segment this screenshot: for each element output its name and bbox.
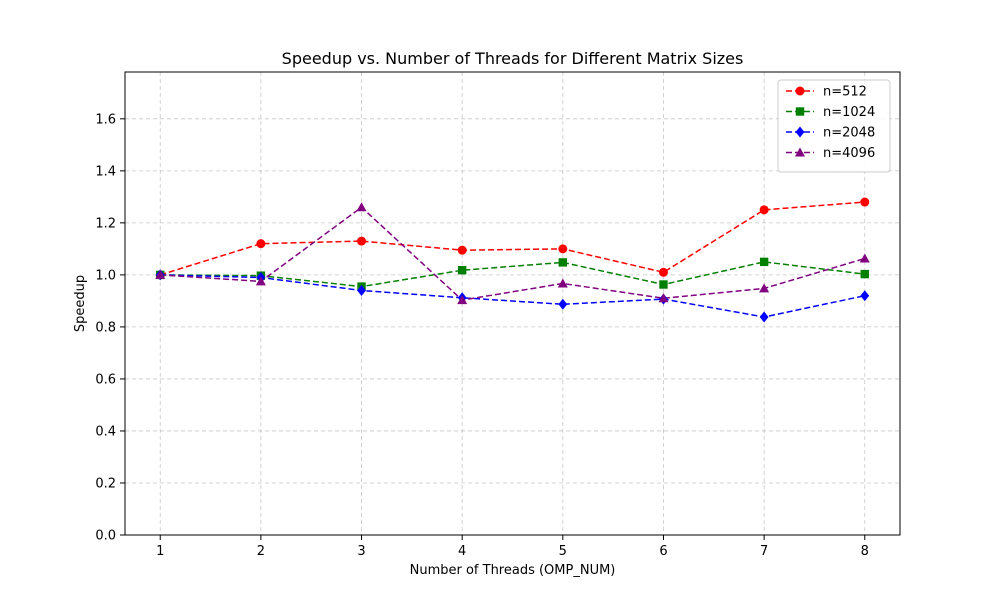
x-tick-label: 7 bbox=[760, 544, 768, 559]
legend: n=512 n=1024 n=2048 n=4096 bbox=[777, 79, 891, 173]
data-point-n-4096 bbox=[557, 278, 568, 288]
y-tick-label: 1.6 bbox=[95, 112, 116, 127]
x-axis-label: Number of Threads (OMP_NUM) bbox=[410, 563, 616, 578]
data-point-n-2048 bbox=[860, 290, 870, 302]
chart-title: Speedup vs. Number of Threads for Differ… bbox=[282, 49, 744, 68]
series-line-n-2048 bbox=[160, 274, 865, 318]
x-tick-label: 4 bbox=[458, 544, 466, 559]
legend-entry-n-1024: n=1024 bbox=[786, 105, 875, 120]
series-line-n-1024 bbox=[160, 261, 865, 288]
legend-label-n-2048: n=2048 bbox=[823, 126, 875, 141]
y-tick-label: 0.6 bbox=[95, 372, 116, 387]
data-point-n-4096 bbox=[356, 202, 367, 212]
data-point-n-512 bbox=[457, 245, 467, 255]
x-tick-label: 5 bbox=[559, 544, 567, 559]
series-lines bbox=[160, 201, 865, 318]
y-tick-label: 0.8 bbox=[95, 320, 116, 335]
data-point-n-2048 bbox=[357, 284, 366, 296]
x-tick-label: 8 bbox=[861, 544, 869, 559]
data-point-n-4096 bbox=[759, 283, 770, 293]
data-point-n-4096 bbox=[859, 253, 870, 263]
y-axis-label: Speedup bbox=[73, 275, 88, 332]
x-tick-label: 1 bbox=[156, 544, 164, 559]
axis-ticks: 1 2 3 4 5 6 7 8 0.0 0.2 0.4 0.6 0.8 1.0 1.2 1.4 1.6 bbox=[95, 112, 869, 559]
legend-marker-n-512 bbox=[795, 86, 805, 96]
y-tick-label: 0.0 bbox=[95, 529, 116, 544]
legend-label-n-4096: n=4096 bbox=[823, 146, 875, 161]
data-point-n-1024 bbox=[457, 266, 467, 275]
legend-label-n-512: n=512 bbox=[823, 85, 867, 100]
data-point-n-512 bbox=[658, 267, 668, 277]
series-line-n-512 bbox=[160, 201, 865, 276]
series-line-n-4096 bbox=[160, 206, 865, 301]
data-point-n-1024 bbox=[659, 280, 668, 289]
x-tick-label: 3 bbox=[357, 544, 365, 559]
y-tick-label: 1.2 bbox=[95, 216, 116, 231]
data-point-n-512 bbox=[558, 244, 568, 254]
legend-marker-n-2048 bbox=[795, 126, 805, 138]
data-point-n-2048 bbox=[558, 298, 568, 310]
data-point-n-4096 bbox=[255, 276, 266, 286]
data-point-n-512 bbox=[860, 197, 870, 207]
y-tick-label: 1.0 bbox=[95, 268, 116, 283]
series-markers-n-4096 bbox=[155, 202, 870, 305]
data-point-n-4096 bbox=[658, 293, 669, 303]
legend-entry-n-512: n=512 bbox=[786, 85, 867, 100]
data-point-n-1024 bbox=[759, 257, 769, 267]
series-markers bbox=[155, 197, 870, 323]
y-tick-label: 0.2 bbox=[95, 476, 116, 491]
data-point-n-1024 bbox=[558, 258, 568, 267]
data-point-n-512 bbox=[759, 205, 769, 215]
legend-marker-n-4096 bbox=[795, 147, 805, 157]
plot-area-frame bbox=[124, 71, 901, 536]
legend-marker-n-1024 bbox=[795, 107, 805, 116]
legend-box bbox=[777, 79, 891, 173]
data-point-n-4096 bbox=[155, 269, 166, 279]
data-point-n-512 bbox=[357, 236, 367, 246]
y-tick-label: 0.4 bbox=[95, 424, 116, 439]
legend-label-n-1024: n=1024 bbox=[823, 105, 875, 120]
data-point-n-2048 bbox=[759, 311, 769, 323]
legend-entry-n-2048: n=2048 bbox=[786, 126, 875, 141]
data-point-n-1024 bbox=[860, 269, 869, 279]
x-tick-label: 6 bbox=[659, 544, 667, 559]
data-point-n-512 bbox=[256, 239, 266, 249]
legend-entry-n-4096: n=4096 bbox=[786, 146, 875, 161]
data-point-n-4096 bbox=[457, 295, 468, 305]
x-tick-label: 2 bbox=[257, 544, 265, 559]
y-tick-label: 1.4 bbox=[95, 164, 116, 179]
